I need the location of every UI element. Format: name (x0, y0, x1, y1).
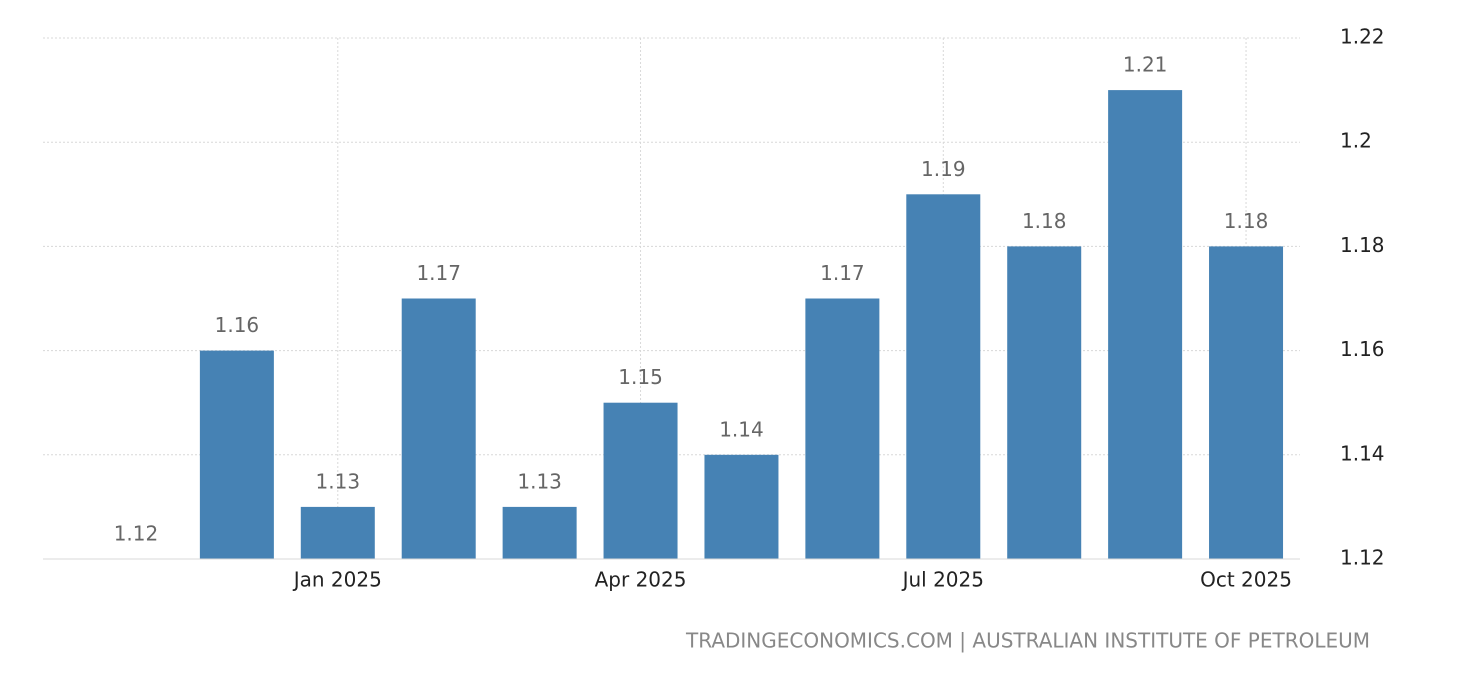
bar (1007, 246, 1082, 559)
bar (1108, 90, 1183, 559)
value-label: 1.15 (618, 365, 663, 389)
bar (1209, 246, 1284, 559)
source: TRADINGECONOMICS.COM | AUSTRALIAN INSTIT… (685, 629, 1370, 653)
value-label: 1.12 (114, 522, 159, 546)
x-tick-label: Jan 2025 (292, 568, 382, 592)
x-tick-label: Oct 2025 (1200, 568, 1292, 592)
value-label: 1.19 (921, 157, 966, 181)
value-label: 1.17 (820, 261, 865, 285)
bar (704, 454, 779, 559)
bar (401, 298, 476, 559)
value-label: 1.21 (1123, 53, 1168, 77)
y-tick-label: 1.18 (1340, 233, 1385, 257)
bar (906, 194, 981, 560)
y-tick-label: 1.2 (1340, 129, 1372, 153)
bar (300, 506, 375, 559)
bar (502, 506, 577, 559)
y-tick-label: 1.14 (1340, 441, 1385, 465)
bar (603, 402, 678, 559)
value-label: 1.18 (1224, 209, 1269, 233)
y-tick-label: 1.12 (1340, 546, 1385, 570)
x-tick-label: Jul 2025 (901, 568, 984, 592)
bar (805, 298, 880, 559)
bar (199, 350, 274, 559)
value-label: 1.18 (1022, 209, 1067, 233)
value-label: 1.13 (316, 469, 361, 493)
y-tick-label: 1.16 (1340, 337, 1385, 361)
value-label: 1.17 (416, 261, 461, 285)
value-label: 1.13 (517, 469, 562, 493)
value-label: 1.16 (215, 313, 260, 337)
y-tick-label: 1.22 (1340, 25, 1385, 49)
value-label: 1.14 (719, 417, 764, 441)
x-tick-label: Apr 2025 (595, 568, 687, 592)
